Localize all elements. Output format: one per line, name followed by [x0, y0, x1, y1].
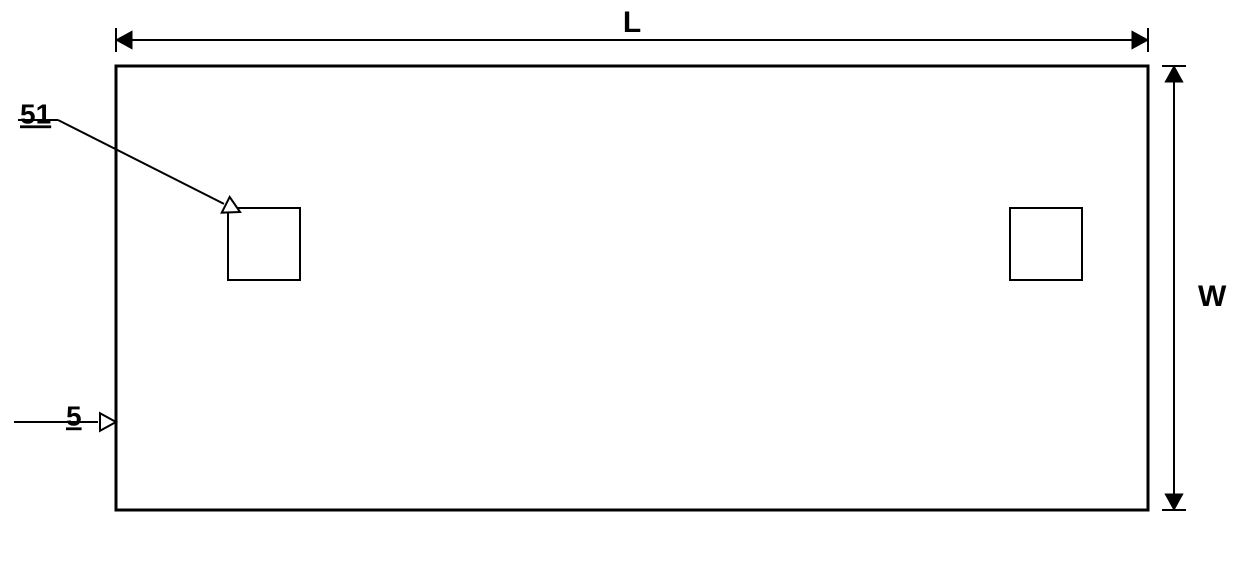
callout-51-label: 51: [20, 98, 51, 129]
callout-5-label: 5: [66, 400, 82, 431]
dimension-W-label: W: [1198, 280, 1227, 313]
dimension-L-label: L: [623, 6, 641, 39]
